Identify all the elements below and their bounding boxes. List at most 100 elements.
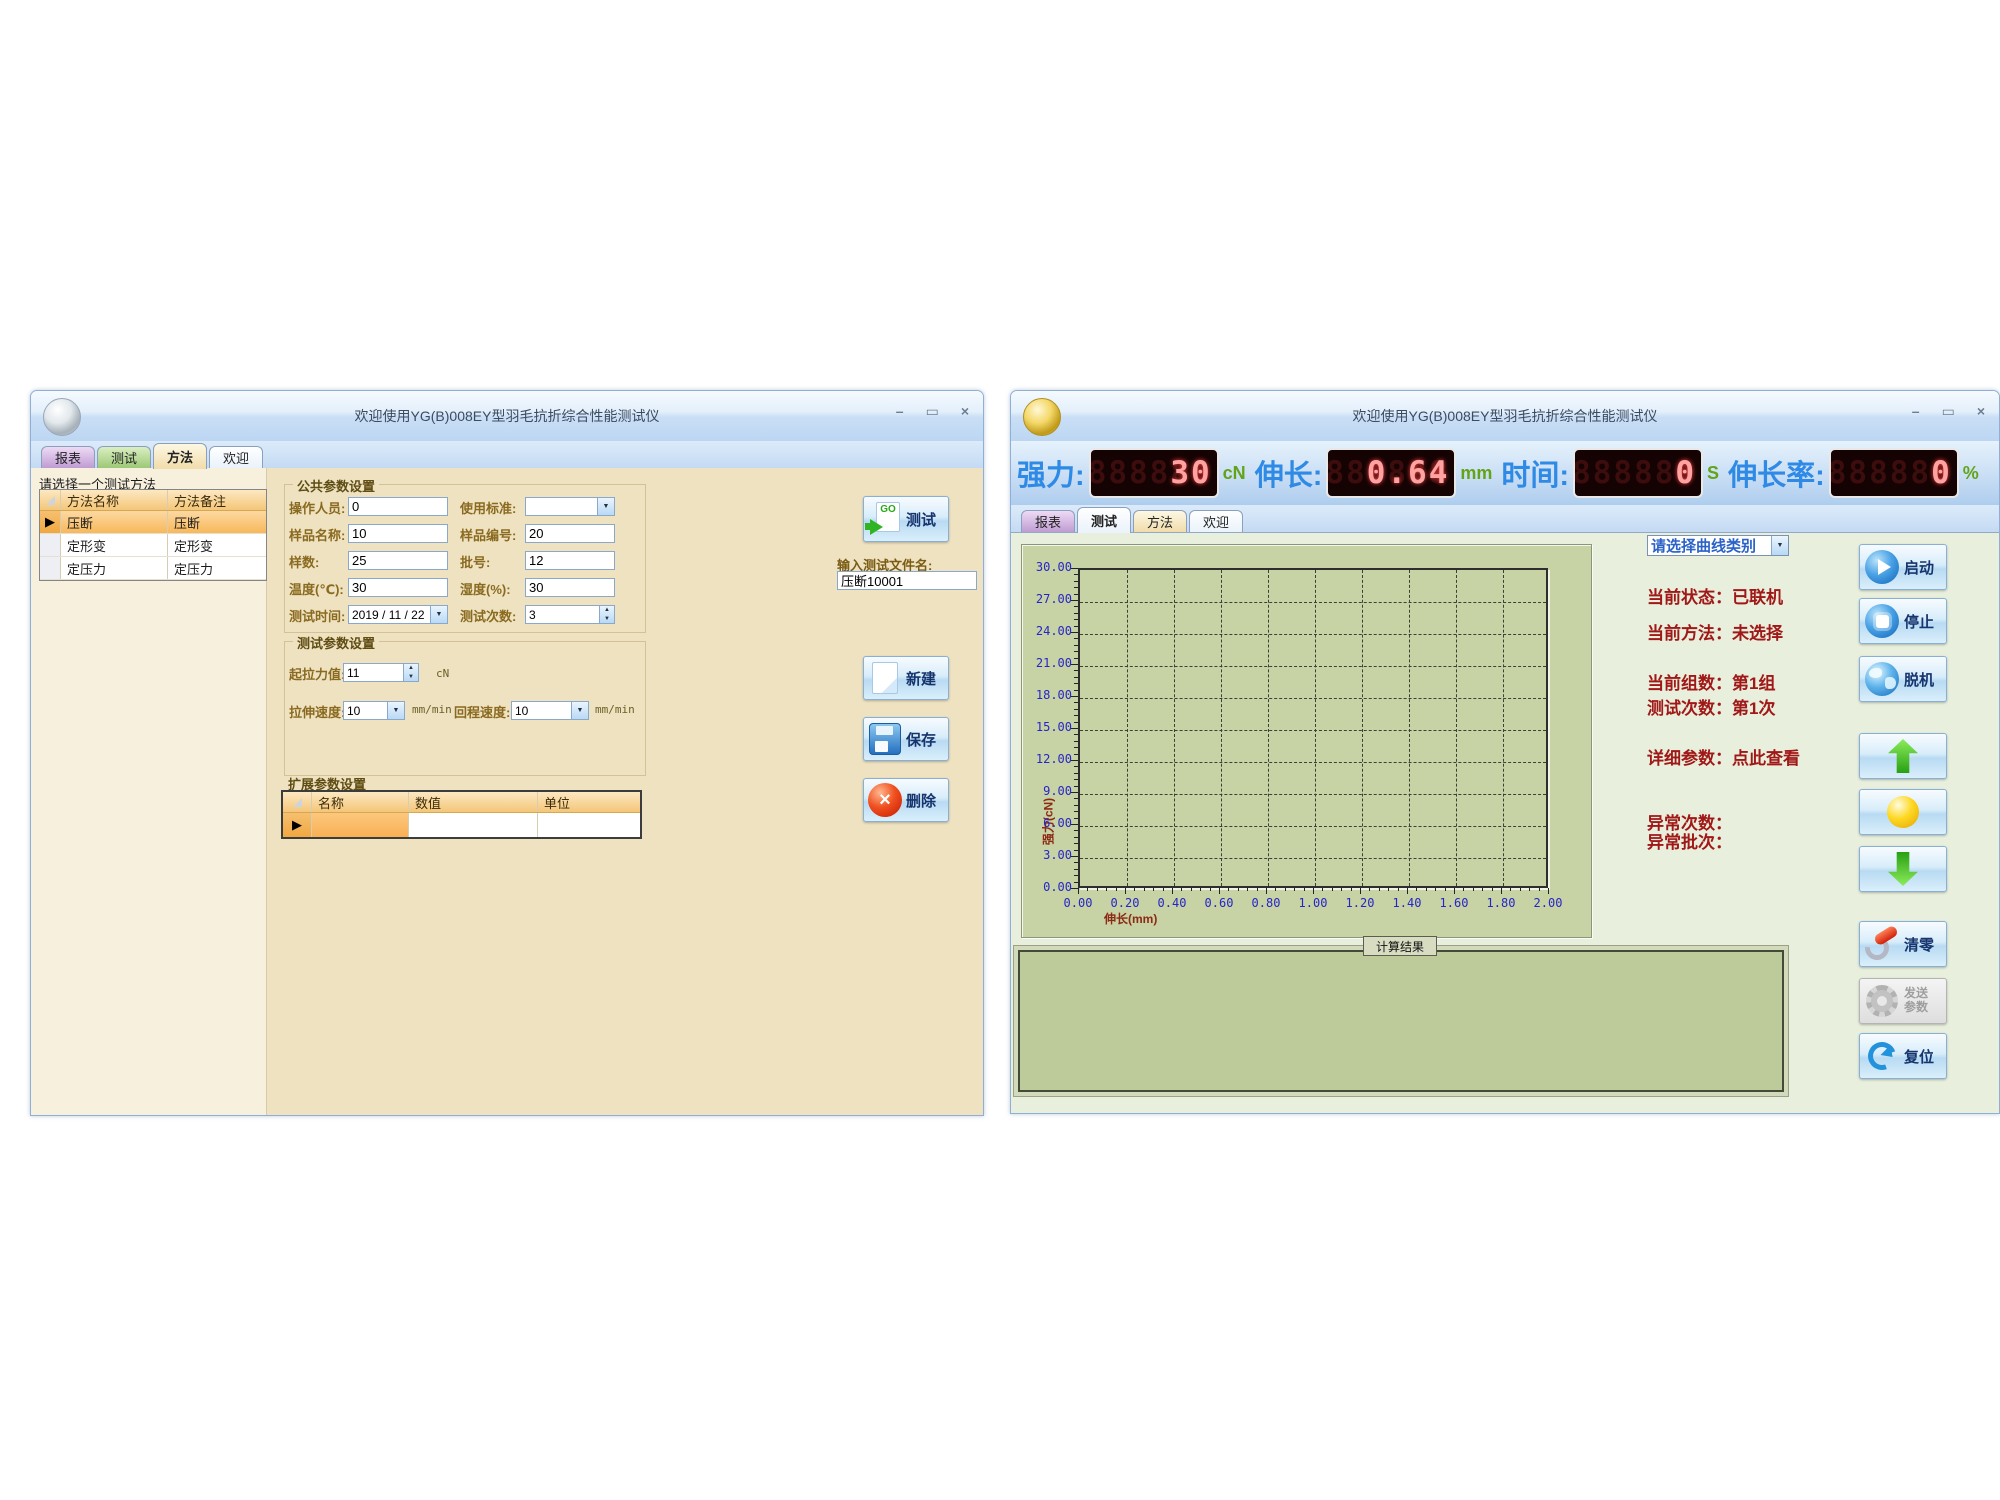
minimize-button[interactable]: – [1911, 403, 1920, 419]
zero-button[interactable]: 清零 [1859, 921, 1947, 967]
x-axis-title: 伸长(mm) [1104, 912, 1158, 926]
sample-no-input[interactable] [525, 524, 615, 543]
column-header[interactable]: 名称 [312, 792, 409, 812]
common-params-group: 公共参数设置 [284, 476, 646, 633]
chevron-down-icon[interactable]: ▼ [430, 606, 447, 623]
cell-method-note[interactable]: 定压力 [174, 561, 214, 577]
chevron-down-icon[interactable]: ▼ [1771, 536, 1788, 555]
operator-label: 操作人员: [289, 501, 346, 516]
result-panel-label: 计算结果 [1363, 936, 1437, 956]
humidity-input[interactable] [525, 578, 615, 597]
reset-arrow-icon [1866, 1040, 1898, 1072]
x-major-tick [1219, 888, 1220, 894]
temperature-input[interactable] [348, 578, 448, 597]
curve-type-select[interactable]: 请选择曲线类别 ▼ [1647, 535, 1789, 556]
table-row[interactable]: ▶ [283, 813, 640, 837]
x-minor-tick [1275, 888, 1277, 891]
gear-icon [1866, 985, 1898, 1017]
tab-test[interactable]: 测试 [1077, 507, 1132, 533]
x-minor-tick [1350, 888, 1352, 891]
maximize-button[interactable]: ▭ [925, 403, 939, 419]
cell-method-note[interactable]: 定形变 [174, 538, 214, 554]
chevron-down-icon[interactable]: ▼ [597, 498, 614, 515]
x-minor-tick [1482, 888, 1484, 891]
minimize-button[interactable]: – [895, 403, 904, 419]
chevron-down-icon[interactable]: ▼ [571, 702, 588, 719]
chart-panel: 强力(cN) 伸长(mm) 0.00 3.00 6.00 9.00 12.00 15.00… [1021, 544, 1592, 938]
delete-button[interactable]: × 删除 [863, 778, 949, 822]
app-orb-icon[interactable] [43, 398, 81, 436]
column-header[interactable]: 方法名称 [61, 490, 168, 510]
move-up-button[interactable] [1859, 733, 1947, 779]
save-button[interactable]: 保存 [863, 717, 949, 761]
pull-force-stepper[interactable]: 11 ▲ ▼ [343, 663, 419, 682]
x-tick-label: 1.40 [1392, 896, 1422, 910]
x-major-tick [1548, 888, 1549, 894]
cell-name[interactable] [312, 813, 409, 837]
elongation-unit: mm [1460, 462, 1493, 483]
move-down-button[interactable] [1859, 846, 1947, 892]
maximize-button[interactable]: ▭ [1941, 403, 1955, 419]
x-tick-label: 1.20 [1345, 896, 1375, 910]
h-gridline [1080, 858, 1546, 859]
table-row[interactable]: 定形变 定形变 [40, 534, 266, 557]
tab-welcome[interactable]: 欢迎 [209, 446, 264, 468]
reset-button[interactable]: 复位 [1859, 1033, 1947, 1079]
sample-count-input[interactable] [348, 551, 448, 570]
stop-button[interactable]: 停止 [1859, 598, 1947, 644]
spin-up-icon[interactable]: ▲ [604, 607, 610, 614]
status-detail-link[interactable]: 详细参数：点此查看 [1647, 749, 1800, 768]
table-row[interactable]: 定压力 定压力 [40, 557, 266, 580]
y-minor-tick [1074, 715, 1078, 717]
x-tick-label: 0.00 [1063, 896, 1093, 910]
sample-name-input[interactable] [348, 524, 448, 543]
tab-strip: 报表 测试 方法 欢迎 [31, 441, 983, 469]
stop-icon [1865, 604, 1899, 638]
close-button[interactable]: × [1976, 403, 1985, 419]
cell-value[interactable] [409, 813, 538, 837]
test-times-stepper[interactable]: 3 ▲ ▼ [525, 605, 615, 624]
file-name-input[interactable] [837, 571, 977, 590]
y-major-tick [1071, 760, 1078, 761]
operator-input[interactable] [348, 497, 448, 516]
column-header[interactable]: 单位 [544, 795, 571, 811]
chevron-down-icon[interactable]: ▼ [387, 702, 404, 719]
stretch-speed-select[interactable]: 10 ▼ [343, 701, 405, 720]
x-minor-tick [1115, 888, 1117, 891]
column-header[interactable]: 数值 [409, 792, 538, 812]
table-row[interactable]: ▶ 压断 压断 [40, 511, 266, 534]
tab-test[interactable]: 测试 [97, 446, 152, 468]
spin-down-icon[interactable]: ▼ [604, 615, 610, 622]
x-minor-tick [1284, 888, 1286, 891]
send-params-button[interactable]: 发送参数 [1859, 978, 1947, 1024]
return-speed-select[interactable]: 10 ▼ [511, 701, 589, 720]
pause-button[interactable] [1859, 789, 1947, 835]
app-orb-icon[interactable] [1023, 398, 1061, 436]
start-button[interactable]: 启动 [1859, 544, 1947, 590]
tab-welcome[interactable]: 欢迎 [1189, 510, 1244, 532]
cell-method-name[interactable]: 压断 [61, 511, 168, 533]
result-panel-frame [1013, 945, 1789, 1097]
title-bar: 欢迎使用YG(B)008EY型羽毛抗折综合性能测试仪 – ▭ × [31, 391, 983, 442]
led-ghost-digits: 888888 [1573, 455, 1697, 491]
tab-method[interactable]: 方法 [1133, 510, 1188, 532]
cell-method-note[interactable]: 压断 [174, 515, 201, 531]
x-minor-tick [1200, 888, 1202, 891]
test-date-select[interactable]: 2019 / 11 / 22 ▼ [348, 605, 448, 624]
run-test-button[interactable]: GO 测试 [863, 496, 949, 542]
new-button[interactable]: 新建 [863, 656, 949, 700]
tab-method[interactable]: 方法 [153, 443, 208, 469]
cell-unit[interactable] [538, 813, 640, 837]
standard-select[interactable]: ▼ [525, 497, 615, 516]
offline-button[interactable]: 脱机 [1859, 656, 1947, 702]
x-tick-label: 0.20 [1110, 896, 1140, 910]
spin-down-icon[interactable]: ▼ [408, 673, 414, 680]
cell-method-name[interactable]: 定压力 [61, 557, 168, 579]
cell-method-name[interactable]: 定形变 [61, 534, 168, 556]
tab-report[interactable]: 报表 [1021, 510, 1076, 532]
close-button[interactable]: × [960, 403, 969, 419]
tab-report[interactable]: 报表 [41, 446, 96, 468]
column-header[interactable]: 方法备注 [174, 493, 227, 509]
batch-input[interactable] [525, 551, 615, 570]
spin-up-icon[interactable]: ▲ [408, 665, 414, 672]
